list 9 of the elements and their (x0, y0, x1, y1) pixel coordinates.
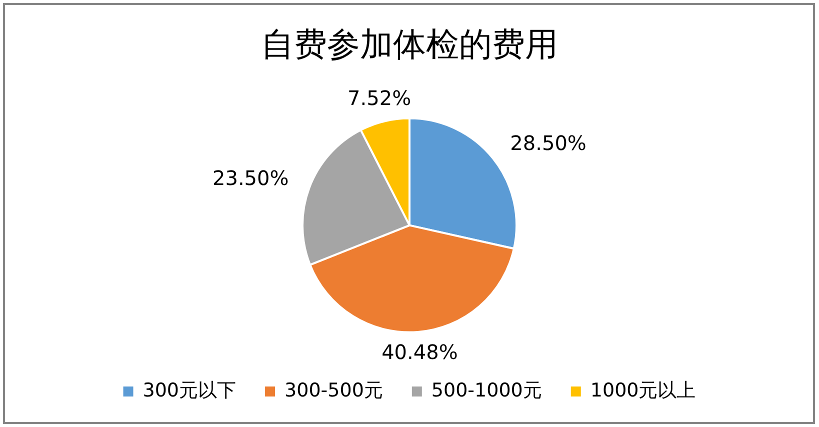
legend-label: 300-500元 (284, 379, 383, 402)
data-label: 40.48% (382, 340, 458, 364)
legend-label: 300元以下 (142, 379, 236, 402)
legend-label: 500-1000元 (431, 379, 542, 402)
data-label: 23.50% (212, 166, 289, 190)
data-label: 7.52% (348, 86, 412, 110)
chart-title: 自费参加体检的费用 (261, 24, 558, 64)
data-label: 28.50% (510, 130, 586, 155)
legend-label: 1000元以上 (590, 379, 696, 402)
